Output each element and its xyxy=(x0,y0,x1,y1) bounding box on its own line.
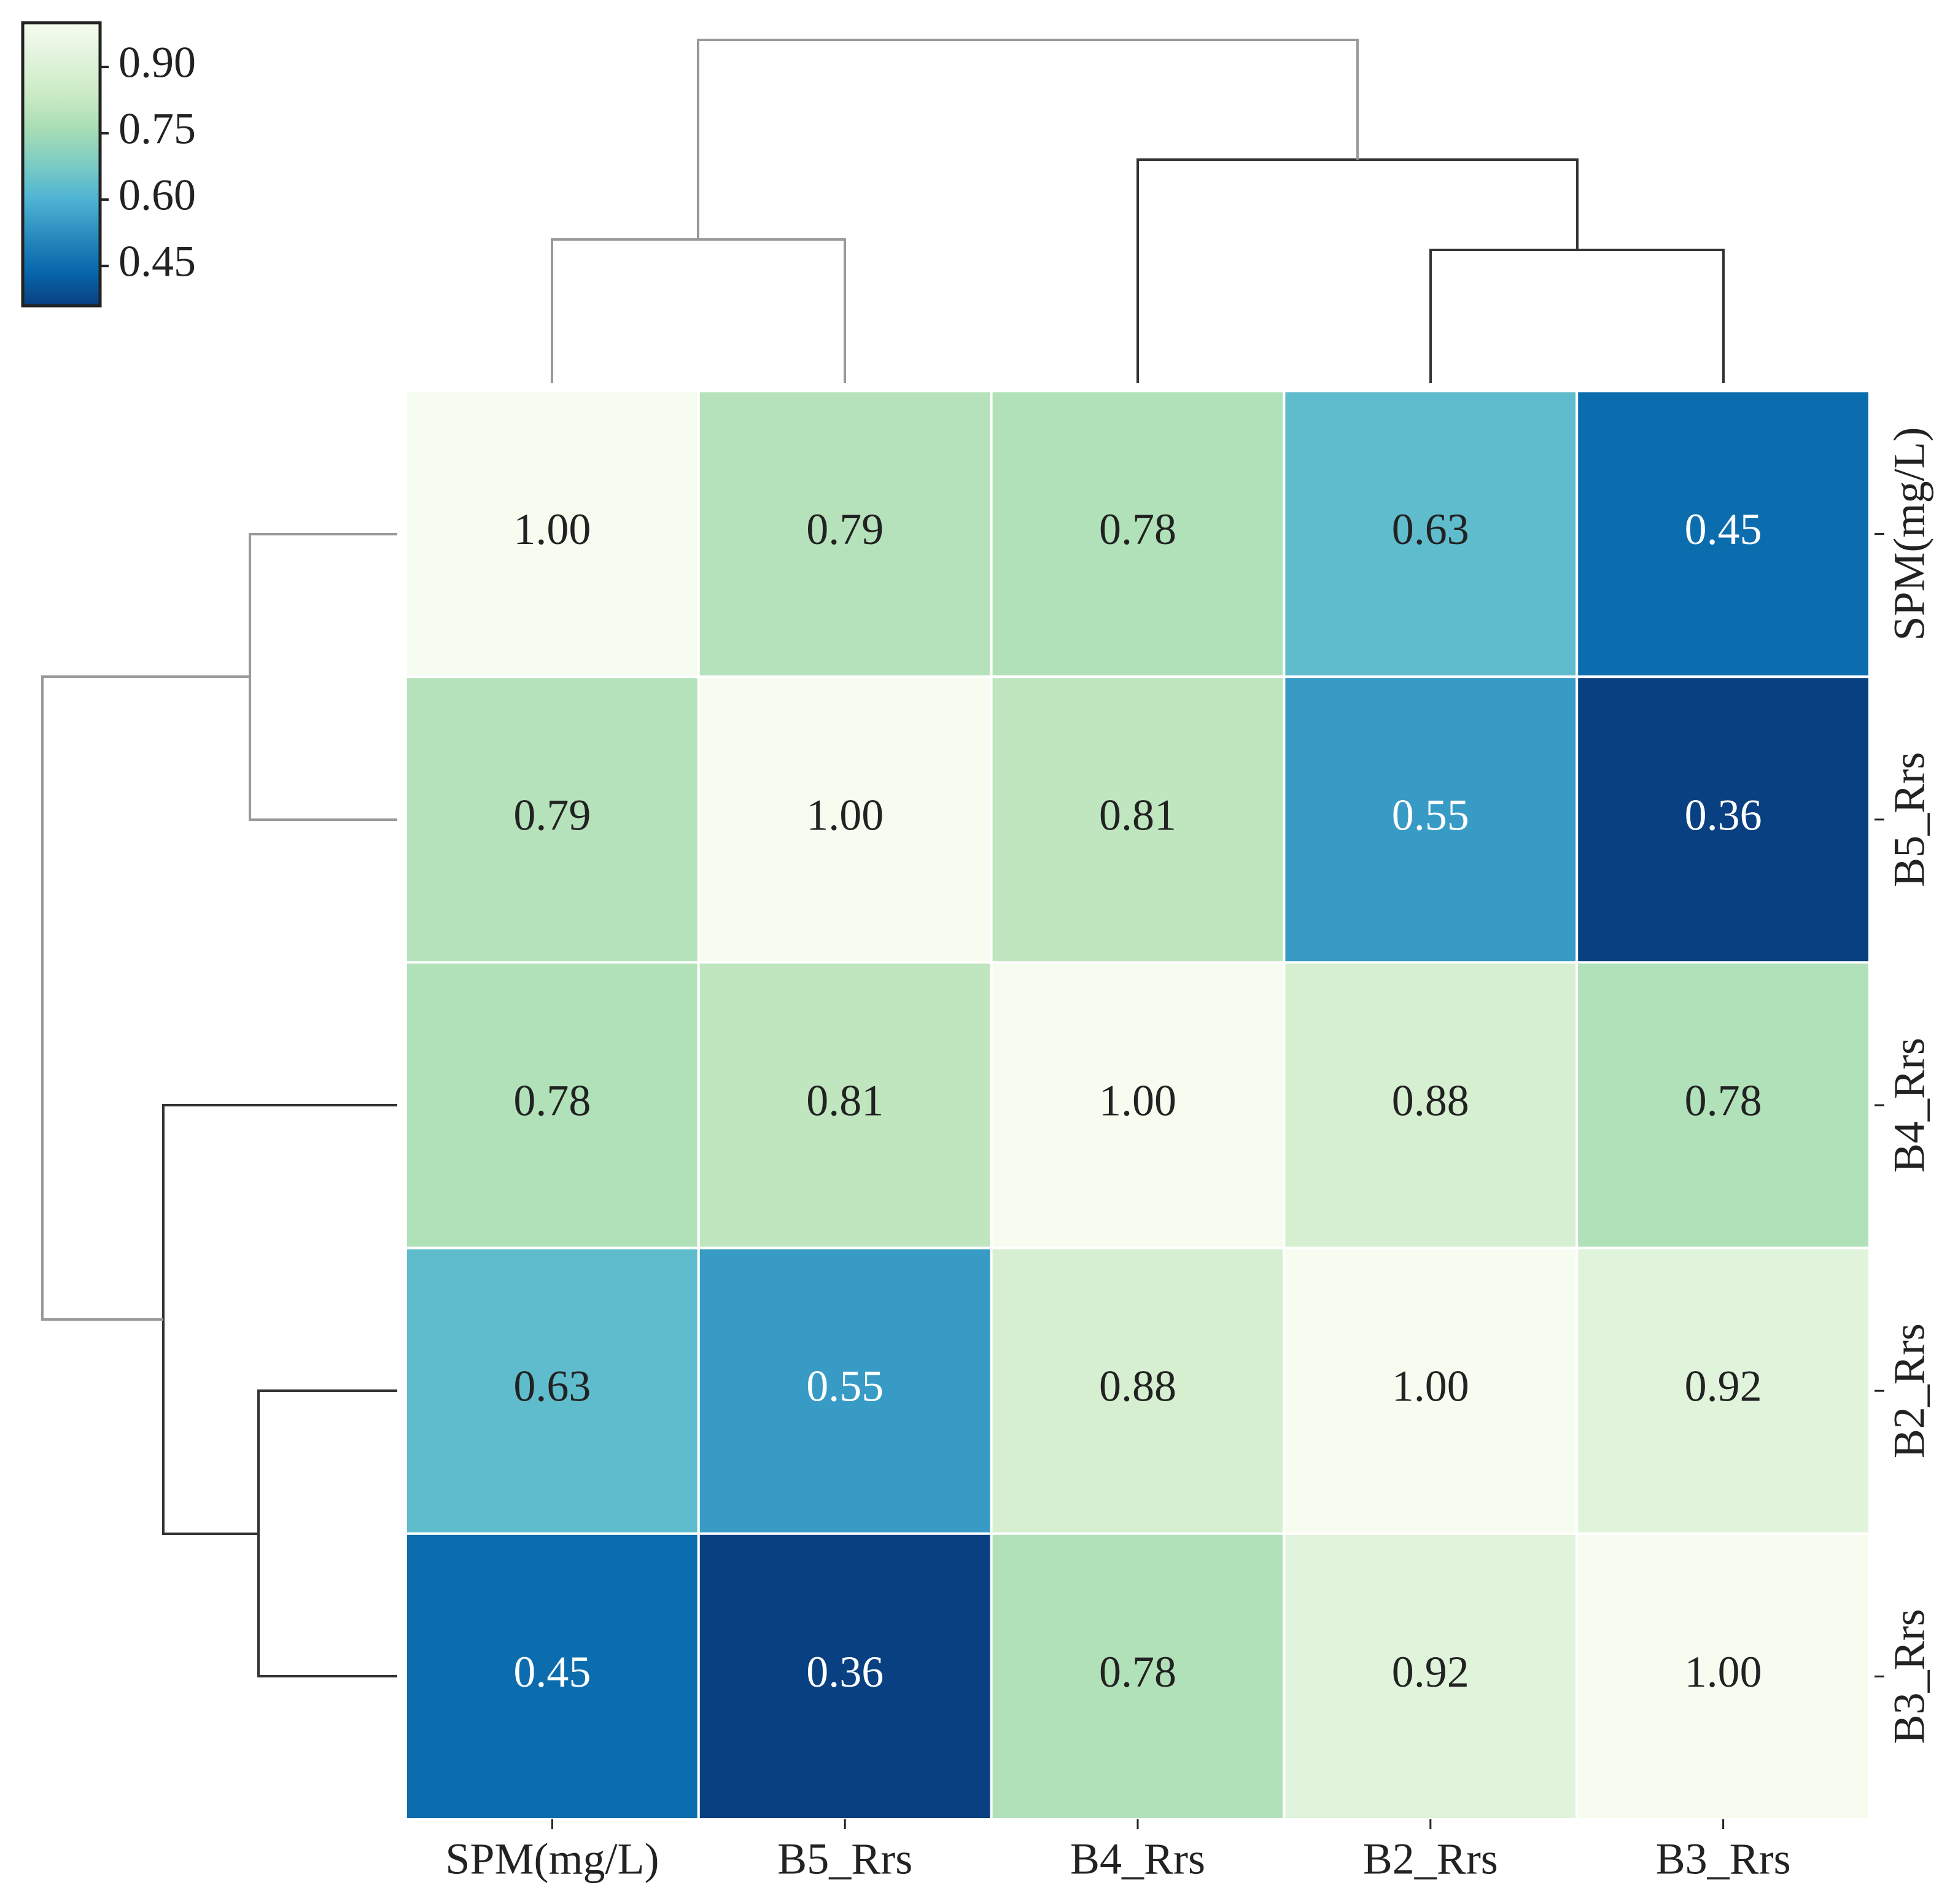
heatmap-cell xyxy=(405,390,700,678)
heatmap-cell xyxy=(1575,675,1871,964)
x-tick-label: B4_Rrs xyxy=(1070,1835,1205,1884)
cell-label: 0.36 xyxy=(1685,790,1762,839)
y-tick-label: B4_Rrs xyxy=(1885,1038,1934,1173)
x-tick-label: SPM(mg/L) xyxy=(445,1835,659,1884)
column-dendrogram xyxy=(551,39,1725,383)
cell-label: 0.81 xyxy=(1099,790,1176,839)
cell-label: 0.36 xyxy=(806,1647,884,1696)
heatmap-cell xyxy=(405,675,700,964)
x-tick-label: B3_Rrs xyxy=(1656,1835,1791,1884)
heatmap-cell xyxy=(1283,675,1579,964)
cell-label: 0.78 xyxy=(1099,1647,1176,1696)
x-tick-label: B2_Rrs xyxy=(1363,1835,1498,1884)
heatmap-cell xyxy=(990,1246,1286,1535)
colorbar xyxy=(21,21,102,308)
cell-label: 1.00 xyxy=(513,505,591,554)
cell-label: 1.00 xyxy=(1392,1362,1469,1411)
cell-label: 0.55 xyxy=(806,1362,884,1411)
cell-label: 0.78 xyxy=(513,1076,591,1125)
colorbar-tick-label: 0.90 xyxy=(118,38,196,87)
cell-label: 0.79 xyxy=(806,505,884,554)
cell-label: 0.78 xyxy=(1099,505,1176,554)
cell-label: 1.00 xyxy=(806,790,884,839)
colorbar-tick-label: 0.45 xyxy=(118,237,196,286)
heatmap-cell xyxy=(1283,961,1579,1249)
heatmap-cell xyxy=(1575,390,1871,678)
y-tick-label: SPM(mg/L) xyxy=(1885,427,1934,641)
heatmap-cell xyxy=(697,961,993,1249)
heatmap-cell xyxy=(1575,1246,1871,1535)
y-tick-label: B5_Rrs xyxy=(1885,752,1934,887)
cell-label: 0.45 xyxy=(513,1647,591,1696)
heatmap-cell xyxy=(405,1246,700,1535)
heatmap-cell xyxy=(1575,1532,1871,1821)
cell-label: 0.81 xyxy=(806,1076,884,1125)
heatmap-cell xyxy=(1575,961,1871,1249)
cell-label: 0.92 xyxy=(1392,1647,1469,1696)
colorbar-tick-label: 0.60 xyxy=(118,171,196,220)
cell-label: 0.63 xyxy=(1392,505,1469,554)
heatmap-cell xyxy=(1283,390,1579,678)
cell-label: 0.45 xyxy=(1685,505,1762,554)
x-tick-label: B5_Rrs xyxy=(777,1835,912,1884)
heatmap-cell xyxy=(405,961,700,1249)
heatmap-cell xyxy=(1283,1246,1579,1535)
cell-label: 0.92 xyxy=(1685,1362,1762,1411)
y-tick-label: B2_Rrs xyxy=(1885,1323,1934,1458)
cell-label: 0.88 xyxy=(1392,1076,1469,1125)
y-tick-label: B3_Rrs xyxy=(1885,1609,1934,1744)
heatmap-cell xyxy=(1283,1532,1579,1821)
colorbar-tick-label: 0.75 xyxy=(118,104,196,153)
cell-label: 0.63 xyxy=(513,1362,591,1411)
cell-label: 0.88 xyxy=(1099,1362,1176,1411)
row-dendrogram xyxy=(41,533,397,1677)
heatmap-cell xyxy=(697,675,993,964)
cell-label: 0.78 xyxy=(1685,1076,1762,1125)
cell-label: 0.55 xyxy=(1392,790,1469,839)
cell-label: 0.79 xyxy=(513,790,591,839)
cell-label: 1.00 xyxy=(1685,1647,1762,1696)
heatmap-cell xyxy=(990,390,1286,678)
heatmap-cell xyxy=(990,1532,1286,1821)
cell-label: 1.00 xyxy=(1099,1076,1176,1125)
heatmap-cell xyxy=(697,1532,993,1821)
